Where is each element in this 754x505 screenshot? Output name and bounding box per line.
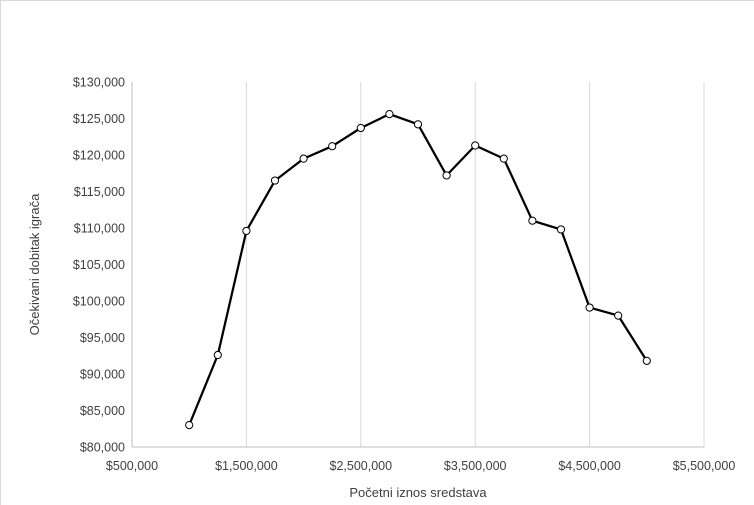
- data-point: [642, 356, 651, 365]
- y-tick-label: $120,000: [73, 149, 125, 163]
- data-point: [185, 421, 194, 430]
- data-point: [556, 225, 566, 234]
- y-tick-labels: $80,000 $85,000 $90,000 $95,000 $100,000 $105…: [73, 76, 125, 455]
- x-tick-labels: $500,000 $1,500,000 $2,500,000 $3,500,000 $4…: [106, 459, 735, 473]
- data-point: [471, 141, 480, 150]
- x-tick-label: $1,500,000: [215, 459, 278, 473]
- data-point: [385, 110, 394, 119]
- series-line: [188, 112, 648, 426]
- y-tick-label: $80,000: [80, 441, 125, 455]
- data-point: [270, 176, 280, 185]
- data-point: [499, 154, 508, 163]
- data-point: [213, 350, 222, 360]
- data-point: [413, 120, 423, 129]
- y-tick-label: $110,000: [74, 222, 125, 236]
- data-point: [328, 142, 337, 151]
- data-point: [242, 226, 251, 236]
- data-point: [614, 311, 623, 320]
- data-point: [585, 303, 594, 312]
- x-tick-label: $4,500,000: [558, 459, 621, 473]
- y-axis-title: Očekivani dobitak igrača: [27, 193, 42, 335]
- axes: [131, 82, 704, 448]
- y-tick-label: $85,000: [80, 404, 125, 418]
- data-point: [528, 216, 537, 225]
- data-point: [356, 123, 365, 133]
- x-tick-label: $2,500,000: [330, 459, 393, 473]
- y-tick-label: $90,000: [80, 368, 125, 382]
- data-point: [442, 171, 451, 180]
- series: [185, 110, 651, 430]
- y-tick-label: $125,000: [73, 112, 125, 126]
- x-axis-title: Početni iznos sredstava: [349, 485, 487, 500]
- y-tick-label: $105,000: [73, 258, 125, 272]
- gridlines: [245, 82, 705, 447]
- data-point: [299, 154, 308, 163]
- x-tick-label: $5,500,000: [673, 459, 736, 473]
- x-tick-label: $500,000: [106, 459, 158, 473]
- y-tick-label: $100,000: [73, 295, 125, 309]
- x-tick-label: $3,500,000: [444, 459, 507, 473]
- y-tick-label: $95,000: [80, 331, 125, 345]
- y-tick-label: $130,000: [73, 76, 125, 90]
- y-tick-label: $115,000: [74, 185, 125, 199]
